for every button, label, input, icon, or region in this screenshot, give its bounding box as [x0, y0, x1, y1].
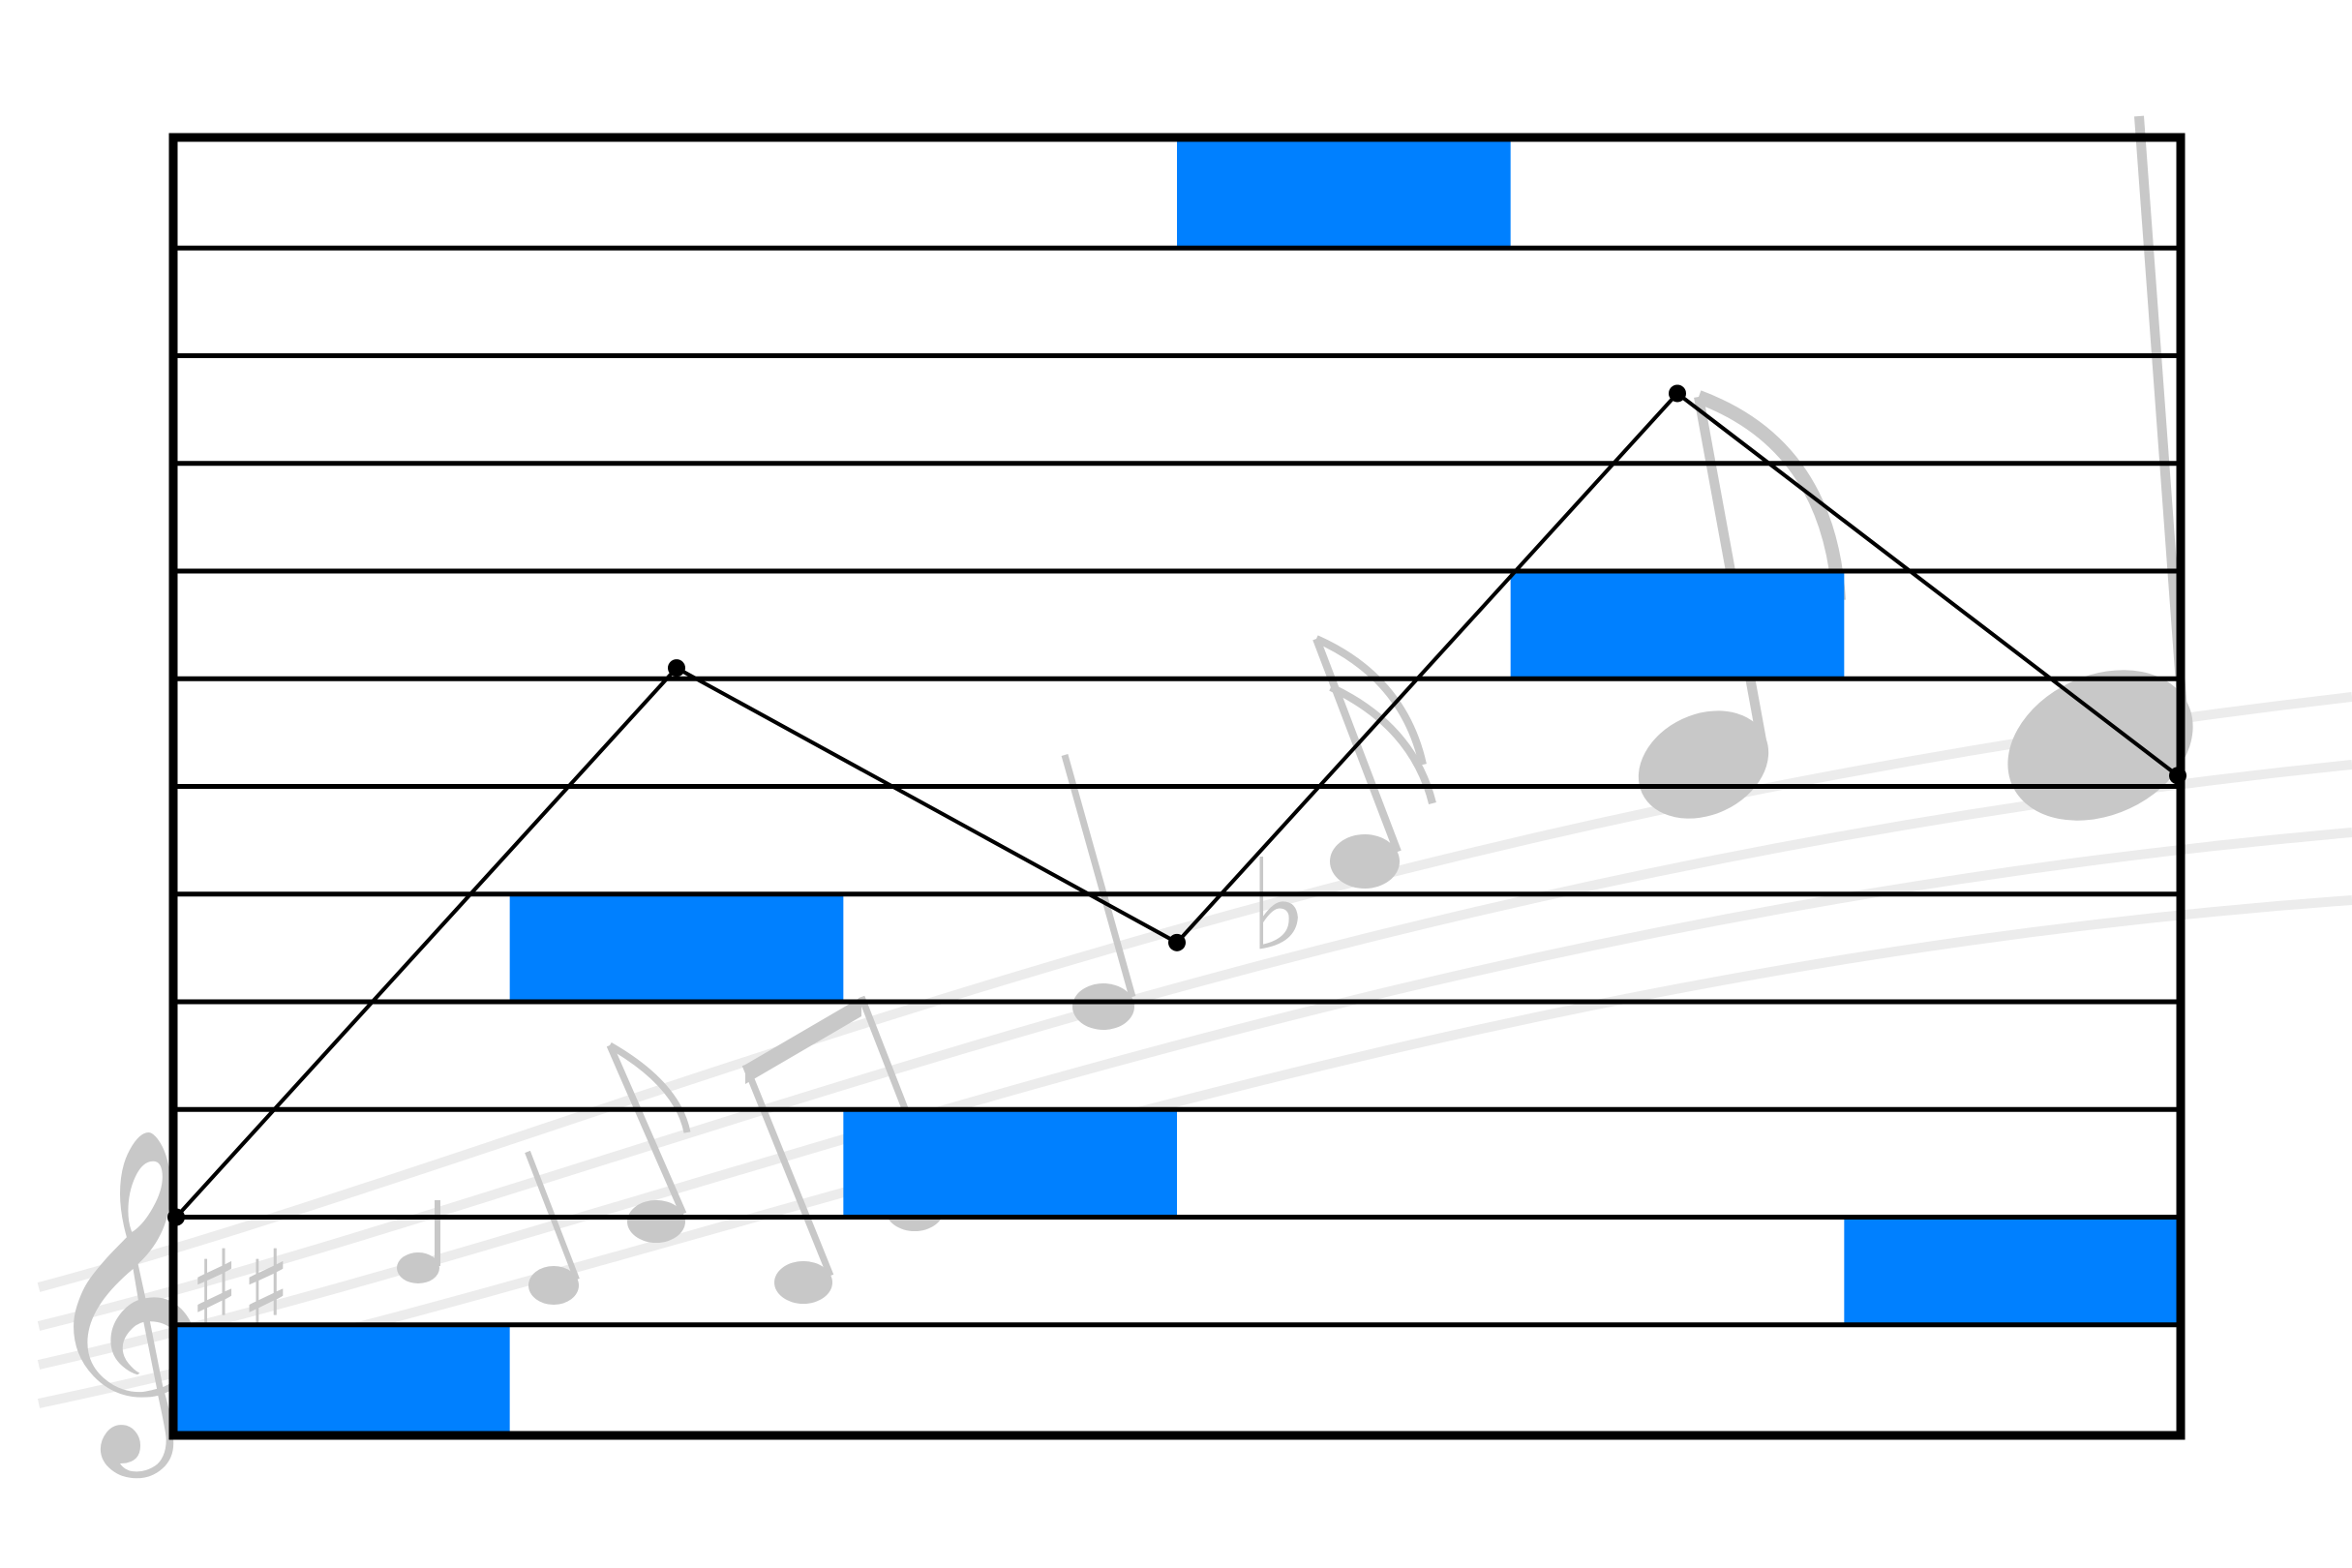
contour-line	[174, 390, 2180, 1219]
diagram-frame	[168, 133, 2186, 1440]
contour-point-1	[167, 1208, 185, 1226]
contour-point-3	[1168, 933, 1186, 951]
note-block-2	[509, 893, 844, 1002]
note-block-1	[176, 1324, 510, 1432]
contour-point-4	[1669, 384, 1686, 403]
contour-point-5	[2169, 767, 2186, 785]
note-block-6	[1844, 1217, 2178, 1325]
note-block-3	[843, 1109, 1177, 1218]
diagram-layer	[167, 133, 2186, 1440]
note-block-4	[1177, 140, 1511, 249]
note-block-5	[1510, 571, 1845, 679]
contour-point-2	[668, 659, 685, 678]
